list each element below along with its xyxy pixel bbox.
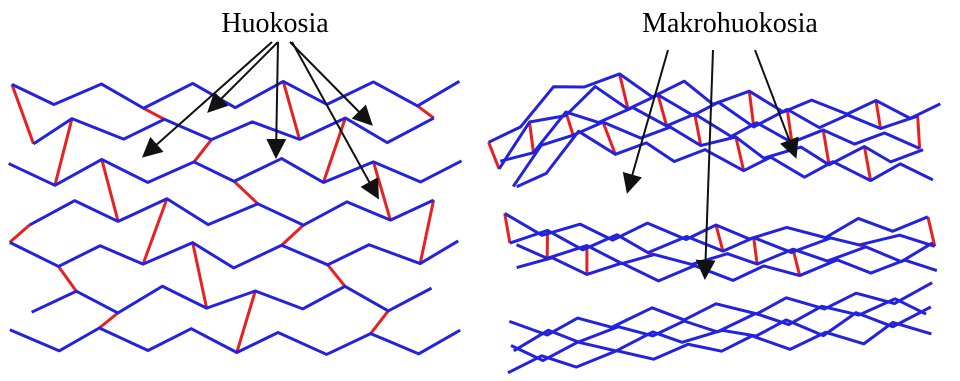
label-left: Huokosia xyxy=(221,8,329,39)
chain xyxy=(509,283,932,335)
arrow xyxy=(755,50,795,155)
crosslink xyxy=(282,225,304,245)
chain xyxy=(517,258,937,281)
crosslink xyxy=(749,91,753,127)
chain xyxy=(34,118,434,144)
arrow xyxy=(276,42,278,155)
page: Huokosia Makrohuokosia (() => { const da… xyxy=(0,0,960,381)
crosslink xyxy=(194,140,211,162)
crosslink xyxy=(99,313,118,328)
chain xyxy=(9,159,462,186)
crosslink xyxy=(823,130,829,165)
chain xyxy=(489,74,941,142)
crosslink xyxy=(328,265,345,286)
crosslink xyxy=(10,225,30,242)
chain xyxy=(10,328,460,354)
crosslink xyxy=(371,311,389,334)
crosslink xyxy=(102,159,118,221)
diagram: Huokosia Makrohuokosia xyxy=(0,0,960,381)
crosslink xyxy=(864,147,870,181)
crosslink xyxy=(793,249,800,275)
arrow xyxy=(210,42,278,110)
chain xyxy=(10,241,458,268)
networks xyxy=(9,74,941,373)
crosslink xyxy=(58,266,76,291)
crosslink xyxy=(373,162,390,220)
label-right: Makrohuokosia xyxy=(642,8,818,39)
crosslink xyxy=(876,101,881,129)
crosslink xyxy=(234,181,258,203)
crosslink xyxy=(918,116,920,148)
crosslink xyxy=(420,200,433,263)
crosslink xyxy=(417,106,433,118)
crosslink xyxy=(489,142,499,169)
arrow xyxy=(628,50,668,190)
crosslink xyxy=(505,213,510,243)
chain xyxy=(30,199,434,225)
chain xyxy=(32,286,432,313)
crosslink xyxy=(754,238,757,265)
crosslink xyxy=(144,108,165,119)
chain xyxy=(517,243,933,265)
crosslink xyxy=(193,243,207,308)
arrow xyxy=(705,50,713,276)
crosslink xyxy=(530,122,534,153)
